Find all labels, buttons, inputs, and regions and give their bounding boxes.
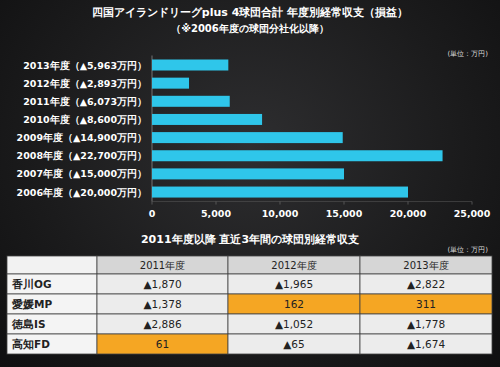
table-cell	[228, 294, 360, 314]
row-header: 香川OG	[11, 278, 52, 290]
table: 2011年度 2012年度 2013年度香川OG ▲1,870 ▲1,965 ▲2,822…	[7, 256, 492, 354]
table-value: ▲1,674	[407, 338, 445, 350]
bar	[152, 60, 228, 71]
category-label: 2010年度（▲8,600万円）	[23, 114, 147, 125]
table-unit: (単位：万円)	[448, 246, 489, 254]
x-tick-label: 5,000	[201, 208, 231, 219]
header-cell	[7, 256, 97, 274]
row-header: 徳島IS	[11, 318, 45, 330]
table-value: 61	[156, 338, 169, 350]
x-tick-label: 25,000	[454, 208, 491, 219]
table-value: ▲2,822	[407, 278, 445, 290]
x-tick-label: 10,000	[262, 208, 299, 219]
column-header: 2013年度	[403, 260, 448, 271]
row-header: 高知FD	[12, 338, 50, 350]
x-tick-label: 15,000	[326, 208, 363, 219]
category-label: 2009年度（▲14,900万円）	[17, 132, 147, 143]
category-label: 2012年度（▲2,893万円）	[23, 78, 147, 89]
x-tick	[152, 202, 153, 205]
table-cell	[360, 294, 492, 314]
column-header: 2011年度	[140, 260, 185, 271]
table-cell	[228, 274, 360, 294]
category-label: 2006年度（▲20,000万円）	[17, 187, 147, 198]
header-cell	[97, 256, 228, 274]
table-cell	[97, 274, 228, 294]
x-tick	[216, 202, 217, 205]
bar	[152, 96, 230, 107]
table-value: ▲1,870	[143, 278, 181, 290]
table-value: ▲2,886	[143, 318, 181, 330]
chart-title: 四国アイランドリーグplus 4球団合計 年度別経常収支（損益）	[92, 6, 408, 19]
table-cell	[228, 314, 360, 334]
table-cell	[7, 334, 97, 354]
chart-subtitle: （※2006年度の球団分社化以降）	[171, 23, 329, 34]
table-value: 311	[416, 298, 436, 310]
table-value: 162	[284, 298, 304, 310]
x-tick	[472, 202, 473, 205]
header-cell	[228, 256, 360, 274]
category-label: 2008年度（▲22,700万円）	[17, 150, 147, 161]
y-axis-line	[152, 56, 153, 202]
table-cell	[360, 334, 492, 354]
bar	[152, 150, 443, 161]
table-value: ▲1,965	[275, 278, 313, 290]
column-header: 2012年度	[271, 260, 316, 271]
table-cell	[7, 294, 97, 314]
row-header: 愛媛MP	[12, 298, 52, 310]
x-tick	[280, 202, 281, 205]
bar	[152, 168, 344, 179]
table-value: ▲1,052	[275, 318, 313, 330]
bar	[152, 187, 408, 198]
table-value: ▲1,378	[143, 298, 181, 310]
slide: 四国アイランドリーグplus 4球団合計 年度別経常収支（損益） （※2006年度…	[0, 0, 500, 367]
table-cell	[97, 294, 228, 314]
table-value: ▲1,778	[407, 318, 445, 330]
header-cell	[360, 256, 492, 274]
table-cell	[7, 314, 97, 334]
table-cell	[228, 334, 360, 354]
table-cell	[7, 274, 97, 294]
category-label: 2007年度（▲15,000万円）	[17, 168, 147, 179]
table-cell	[97, 314, 228, 334]
bar	[152, 132, 343, 143]
bar	[152, 114, 262, 125]
bars	[152, 60, 443, 198]
table-cell	[360, 314, 492, 334]
table-cell	[360, 274, 492, 294]
x-tick	[344, 202, 345, 205]
x-tick-label: 0	[149, 208, 156, 219]
x-tick-label: 20,000	[390, 208, 427, 219]
x-tick	[408, 202, 409, 205]
category-label: 2011年度（▲6,073万円）	[23, 96, 147, 107]
table-title: 2011年度以降 直近3年間の球団別経常収支	[141, 233, 359, 246]
bar	[152, 78, 189, 89]
x-axis-line	[152, 201, 472, 202]
table-cell	[97, 334, 228, 354]
table-value: ▲65	[283, 338, 304, 350]
unit-note: (単位：万円)	[448, 50, 489, 58]
category-label: 2013年度（▲5,963万円）	[23, 60, 147, 71]
